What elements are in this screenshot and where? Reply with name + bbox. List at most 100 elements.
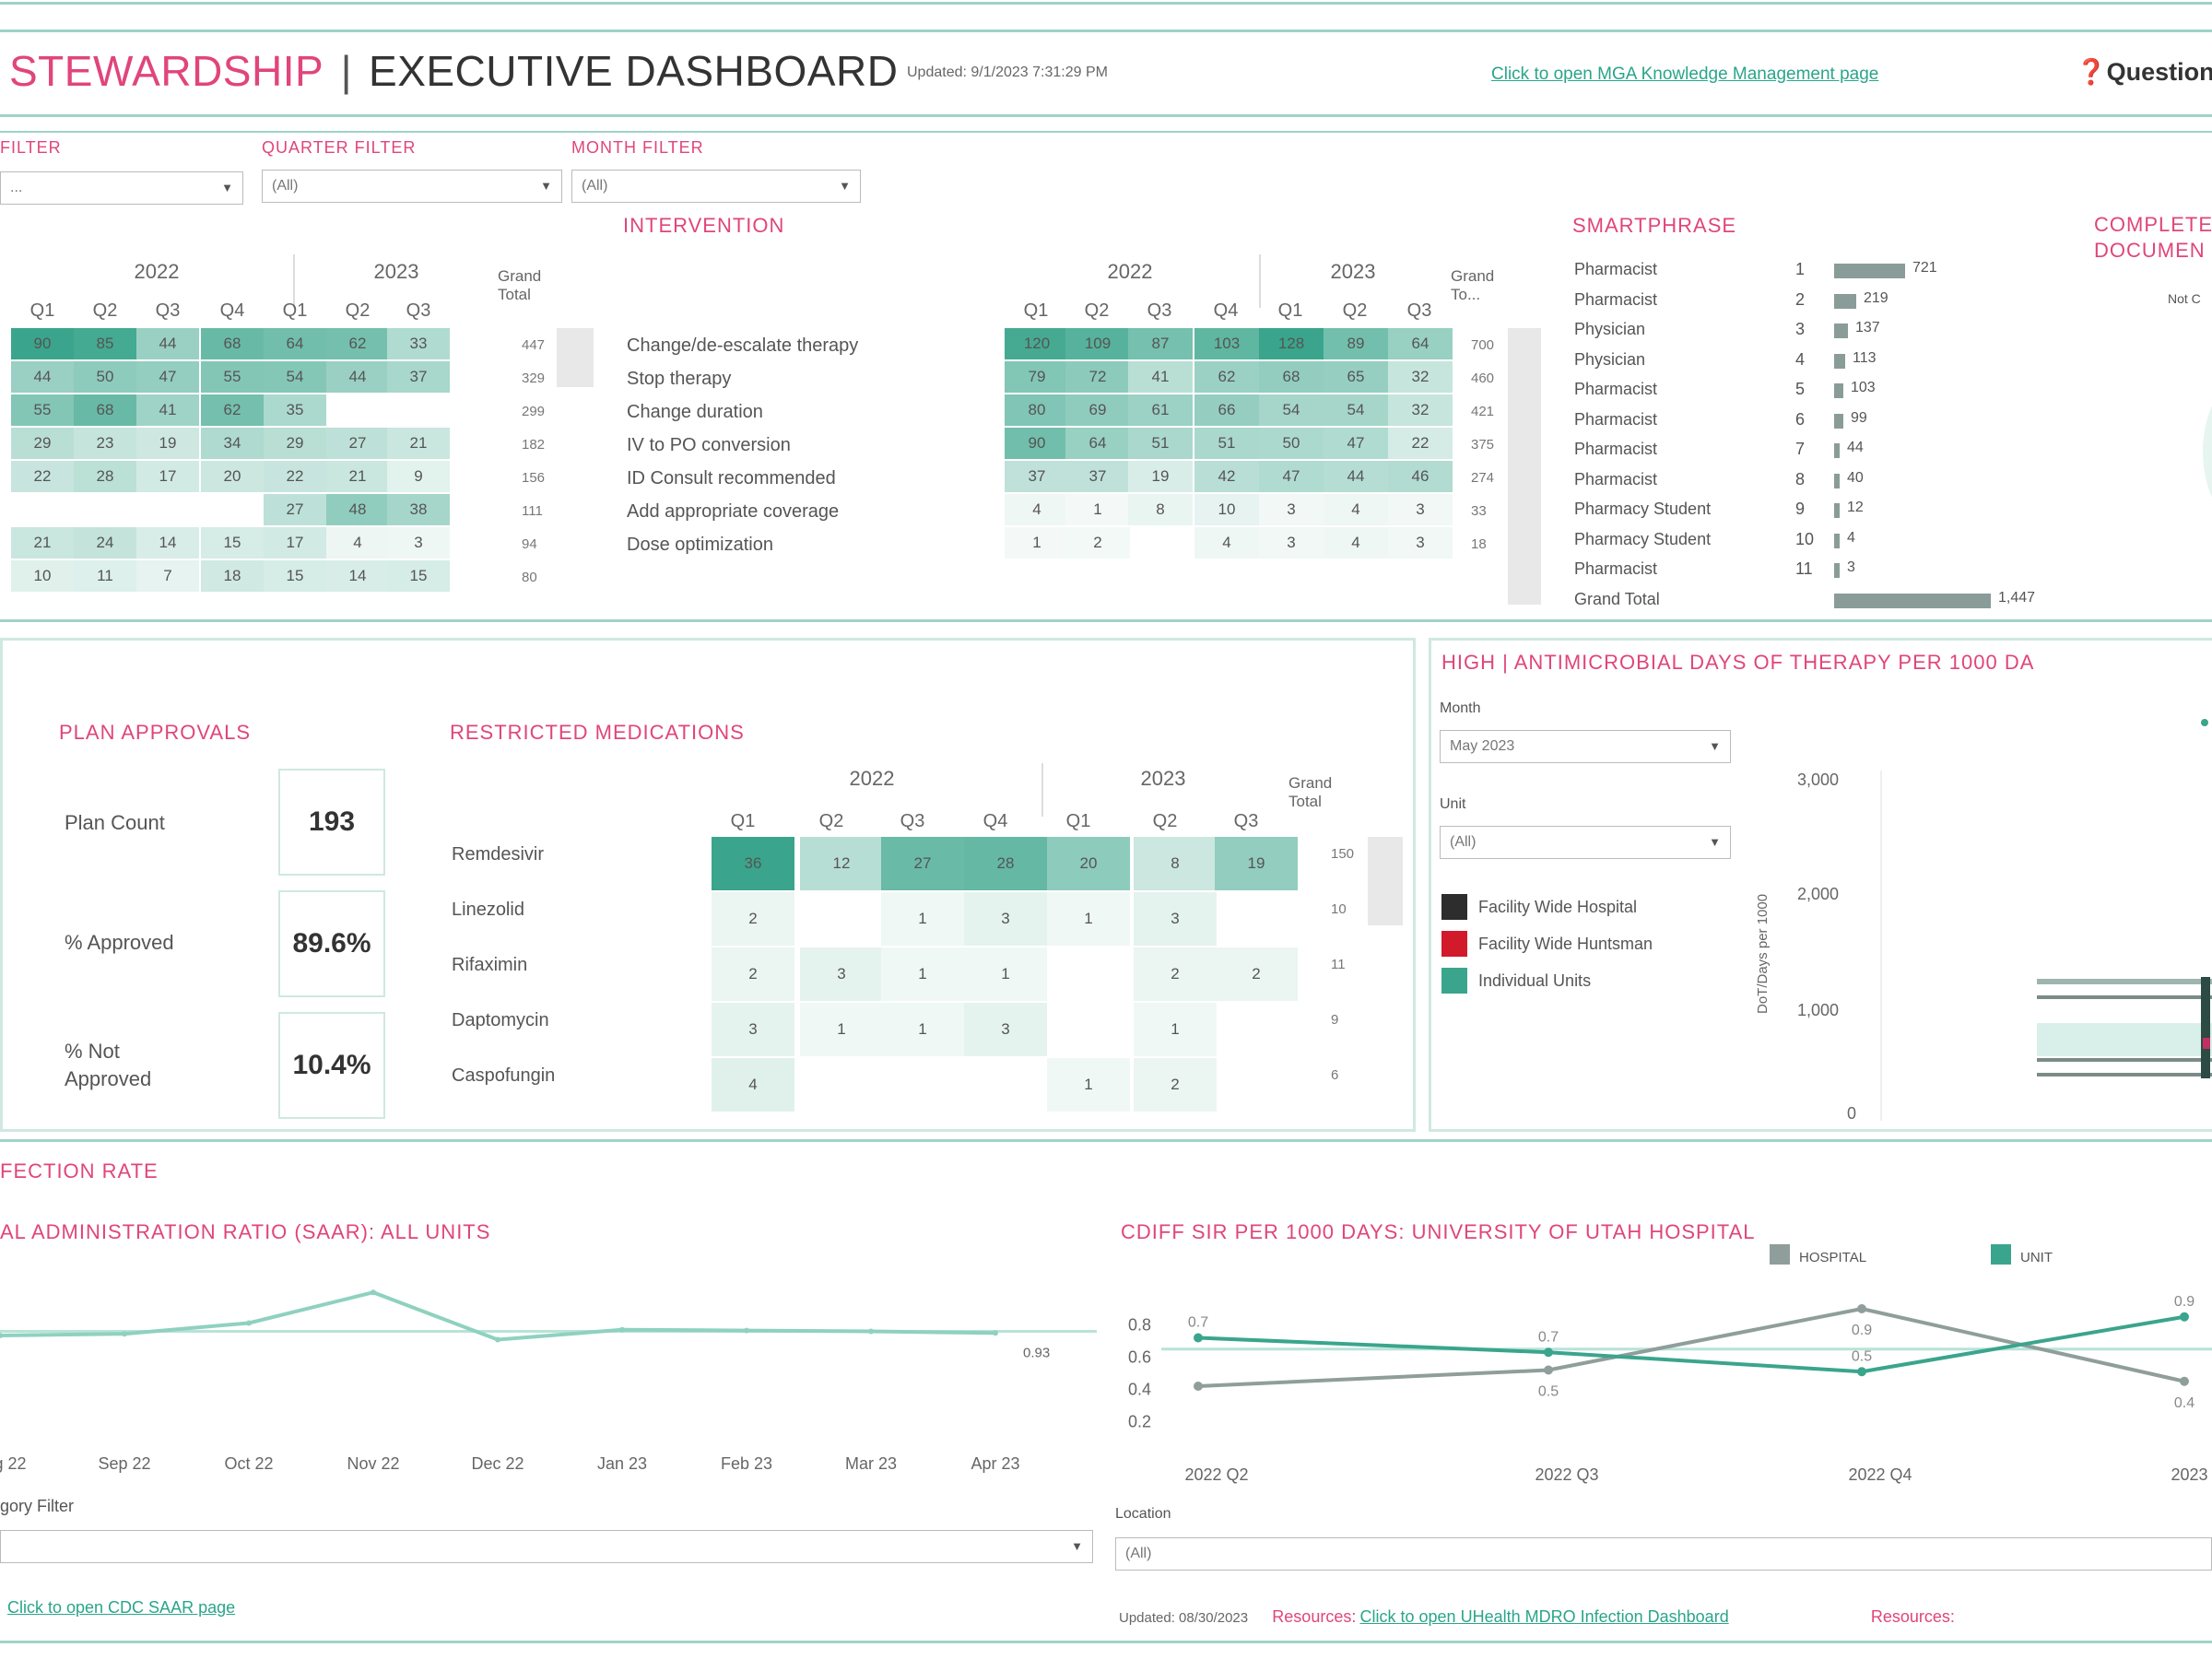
row-label: Daptomycin xyxy=(452,1010,549,1030)
completed-title-line1: COMPLETE xyxy=(2094,213,2212,236)
quarter-header: Q1 xyxy=(1023,300,1049,321)
heat-cell: 17 xyxy=(136,461,199,492)
intervention-scrollbar[interactable] xyxy=(1508,328,1541,605)
chevron-down-icon: ▼ xyxy=(1709,739,1721,753)
heat-cell: 51 xyxy=(1194,428,1259,459)
cdiff-data-label: 0.9 xyxy=(2174,1294,2194,1310)
heat-cell: 20 xyxy=(1047,837,1130,890)
smartphrase-rank: 3 xyxy=(1795,320,1806,338)
grand-total-cell: 329 xyxy=(522,371,546,386)
plan-count-label: Plan Count xyxy=(65,811,165,834)
top-divider xyxy=(0,2,2212,5)
month-filter-value: (All) xyxy=(582,178,608,194)
quarter-filter-select[interactable]: (All) ▼ xyxy=(262,170,562,203)
cdiff-y-tick: 0.4 xyxy=(1128,1381,1151,1399)
smartphrase-label: Pharmacist xyxy=(1574,559,1658,578)
heat-cell: 1 xyxy=(1047,1058,1130,1112)
filter1-select[interactable]: ... ▼ xyxy=(0,171,243,205)
unit-select[interactable]: (All) ▼ xyxy=(1440,826,1731,859)
quarter-header: Q2 xyxy=(92,300,118,321)
question-button[interactable]: ❓Question xyxy=(2076,58,2212,86)
pct-not-approved-label: % Not Approved xyxy=(65,1038,151,1093)
heat-cell: 48 xyxy=(326,494,389,525)
month-select[interactable]: May 2023 ▼ xyxy=(1440,730,1731,763)
quarter-header: Q1 xyxy=(282,300,308,321)
grand-total-cell: 700 xyxy=(1471,337,1495,353)
heat-cell: 90 xyxy=(1005,428,1069,459)
grand-total-cell: 274 xyxy=(1471,470,1495,486)
quarter-header: Q2 xyxy=(345,300,371,321)
heat-cell: 90 xyxy=(11,328,74,359)
legend-label: UNIT xyxy=(2020,1250,2053,1265)
heat-cell: 50 xyxy=(1259,428,1324,459)
heat-cell: 64 xyxy=(264,328,326,359)
chevron-down-icon: ▼ xyxy=(1709,835,1721,849)
heat-cell: 27 xyxy=(326,428,389,459)
restricted-scrollbar[interactable] xyxy=(1368,837,1403,925)
smartphrase-value: 137 xyxy=(1855,320,1880,335)
pct-not-approved-label-line1: % Not xyxy=(65,1040,120,1063)
approvals-restricted-panel xyxy=(0,638,1416,1132)
mdro-dashboard-link[interactable]: Click to open UHealth MDRO Infection Das… xyxy=(1359,1607,1729,1626)
heat-cell xyxy=(964,1058,1047,1112)
smartphrase-bar xyxy=(1834,563,1840,578)
grand-total-cell: 18 xyxy=(1471,536,1487,552)
location-label: Location xyxy=(1115,1506,1171,1522)
saar-point xyxy=(993,1330,998,1336)
heat-cell: 89 xyxy=(1324,328,1388,359)
month-filter-select[interactable]: (All) ▼ xyxy=(571,170,861,203)
heat-cell: 54 xyxy=(264,361,326,393)
quarter-header: Q3 xyxy=(155,300,181,321)
left-grand-total-header: Grand Total xyxy=(498,267,542,303)
heat-cell: 19 xyxy=(1215,837,1298,890)
heat-cell: 2 xyxy=(712,892,794,946)
dot-mark-4 xyxy=(2037,1058,2212,1062)
smartphrase-label: Grand Total xyxy=(1574,589,1660,608)
smartphrase-bar xyxy=(1834,533,1840,548)
smartphrase-value: 44 xyxy=(1847,440,1864,455)
cdiff-point xyxy=(1544,1347,1553,1358)
left-table-scrollbar[interactable] xyxy=(557,328,594,387)
heat-cell: 24 xyxy=(74,527,136,559)
filter1-value: ... xyxy=(10,180,23,195)
smartphrase-label: Pharmacist xyxy=(1574,380,1658,398)
row-label: Add appropriate coverage xyxy=(627,501,840,522)
smartphrase-label: Pharmacist xyxy=(1574,440,1658,458)
heat-cell: 41 xyxy=(1128,361,1193,393)
category-filter-select[interactable]: ▼ xyxy=(0,1530,1093,1563)
heat-cell: 55 xyxy=(201,361,264,393)
heat-cell: 18 xyxy=(201,560,264,592)
cdiff-data-label: 0.5 xyxy=(1852,1348,1872,1364)
heat-cell: 37 xyxy=(1065,461,1130,492)
saar-point xyxy=(495,1336,500,1343)
header-top-divider xyxy=(0,29,2212,32)
heat-cell: 44 xyxy=(1324,461,1388,492)
heat-cell xyxy=(1047,947,1130,1001)
dot-y-axis xyxy=(1880,771,1882,1121)
chevron-down-icon: ▼ xyxy=(221,181,233,194)
heat-cell: 1 xyxy=(881,1003,964,1056)
heat-cell xyxy=(136,494,199,525)
cdiff-y-tick: 0.2 xyxy=(1128,1413,1151,1431)
row-label: Change/de-escalate therapy xyxy=(627,335,859,356)
km-page-link[interactable]: Click to open MGA Knowledge Management p… xyxy=(1491,65,1879,84)
heat-cell: 22 xyxy=(264,461,326,492)
heat-cell: 37 xyxy=(387,361,450,393)
row1-bottom-divider xyxy=(0,619,2212,622)
restricted-year-2023: 2023 xyxy=(1140,767,1186,790)
heat-cell: 3 xyxy=(964,892,1047,946)
cdc-saar-link[interactable]: Click to open CDC SAAR page xyxy=(7,1598,236,1617)
legend-swatch xyxy=(1441,894,1467,920)
intervention-year-2023: 2023 xyxy=(1330,260,1376,283)
pct-approved-label: % Approved xyxy=(65,931,174,954)
location-select[interactable]: (All) xyxy=(1115,1537,2212,1571)
heat-cell: 19 xyxy=(136,428,199,459)
heat-cell: 44 xyxy=(136,328,199,359)
smartphrase-rank: 9 xyxy=(1795,500,1806,518)
heat-cell: 33 xyxy=(387,328,450,359)
saar-x-tick: Mar 23 xyxy=(845,1454,897,1473)
chevron-down-icon: ▼ xyxy=(839,179,851,193)
smartphrase-rank: 8 xyxy=(1795,469,1806,488)
left-year-2022: 2022 xyxy=(134,260,180,283)
title-separator: | xyxy=(340,47,352,95)
